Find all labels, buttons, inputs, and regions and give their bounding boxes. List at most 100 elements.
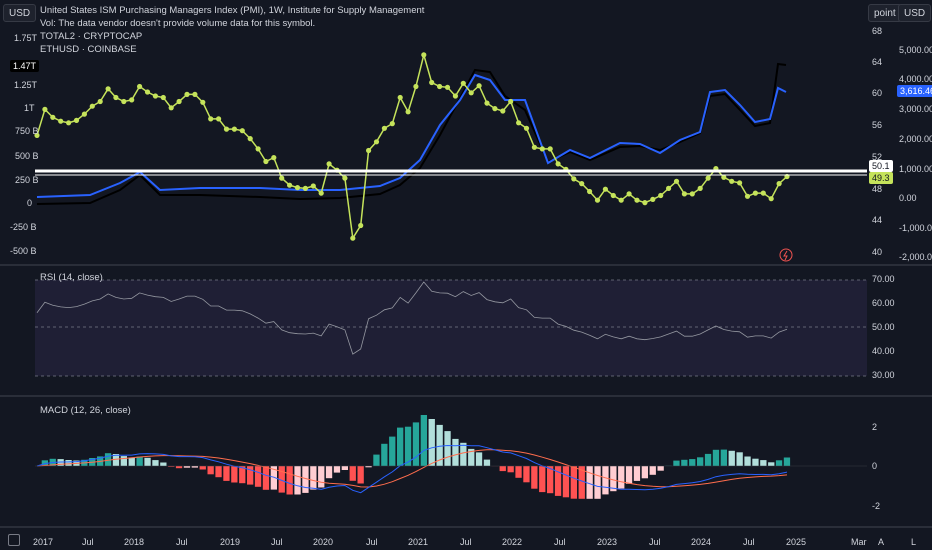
rsi-axis-label: 70.00 bbox=[872, 274, 895, 284]
left-axis-label: 250 B bbox=[15, 175, 39, 185]
macd-histogram-bar bbox=[523, 466, 530, 483]
left-axis-label: 1.75T bbox=[14, 33, 38, 43]
pmi-point bbox=[579, 181, 585, 187]
macd-histogram-bar bbox=[554, 466, 562, 496]
pane-separator-1[interactable] bbox=[0, 264, 932, 266]
macd-histogram-bar bbox=[231, 466, 238, 483]
macd-histogram-bar bbox=[381, 443, 388, 466]
log-scale-button[interactable]: L bbox=[911, 537, 917, 547]
macd-histogram-bar bbox=[736, 452, 743, 466]
macd-histogram-bar bbox=[760, 460, 767, 466]
pmi-point bbox=[444, 84, 451, 90]
pmi-axis-label: 52 bbox=[872, 152, 883, 162]
macd-histogram-bar bbox=[515, 466, 522, 478]
right-currency-button[interactable]: USD bbox=[898, 4, 932, 22]
left-axis-label: 1.25T bbox=[14, 80, 38, 90]
pmi-point bbox=[34, 132, 40, 138]
pmi-point bbox=[484, 100, 490, 106]
macd-histogram-bar bbox=[223, 466, 230, 481]
macd-histogram-bar bbox=[499, 466, 506, 472]
macd-histogram-bar bbox=[128, 457, 135, 466]
time-label: Mar bbox=[851, 537, 867, 547]
time-label: 2018 bbox=[124, 537, 145, 547]
pmi-point bbox=[350, 235, 356, 241]
time-label: Jul bbox=[649, 537, 661, 547]
macd-histogram-bar bbox=[120, 456, 127, 466]
time-label: 2022 bbox=[502, 537, 523, 547]
macd-histogram-bar bbox=[286, 466, 293, 495]
macd-histogram-bar bbox=[325, 466, 333, 479]
pmi-point bbox=[97, 98, 103, 105]
macd-histogram-bar bbox=[436, 424, 443, 466]
pmi-point bbox=[776, 181, 782, 187]
macd-histogram-bar bbox=[270, 466, 277, 490]
macd-histogram-bar bbox=[318, 466, 325, 488]
pmi-point bbox=[152, 93, 158, 99]
pmi-point bbox=[216, 116, 222, 122]
pmi-point bbox=[231, 126, 237, 132]
macd-histogram-bar bbox=[720, 449, 727, 466]
left-axis-label: 750 B bbox=[15, 126, 39, 136]
pmi-point bbox=[121, 98, 127, 105]
pmi-point bbox=[50, 114, 56, 120]
currency-button[interactable]: USD bbox=[3, 4, 37, 22]
pmi-point bbox=[200, 99, 206, 105]
time-label: Jul bbox=[176, 537, 188, 547]
pmi-point bbox=[358, 222, 364, 229]
macd-histogram-bar bbox=[697, 457, 704, 466]
pmi-point bbox=[634, 197, 640, 203]
pmi-point bbox=[397, 94, 403, 101]
pmi-point bbox=[168, 105, 174, 111]
macd-histogram-bar bbox=[689, 459, 696, 466]
macd-axis-label: 0 bbox=[872, 461, 878, 471]
volume-note: Vol: The data vendor doesn't provide vol… bbox=[40, 18, 316, 29]
time-label: 2024 bbox=[691, 537, 712, 547]
macd-histogram-bar bbox=[539, 466, 546, 493]
pmi-point bbox=[413, 83, 419, 90]
macd-label[interactable]: MACD (12, 26, close) bbox=[40, 405, 131, 416]
settings-icon[interactable] bbox=[8, 534, 20, 546]
series-total2-label[interactable]: TOTAL2 · CRYPTOCAP bbox=[40, 31, 143, 42]
macd-histogram-bar bbox=[357, 466, 364, 484]
macd-histogram-bar bbox=[104, 453, 112, 466]
macd-axis-label: -2 bbox=[872, 501, 881, 511]
macd-histogram-bar bbox=[586, 466, 593, 499]
pmi-point bbox=[437, 83, 443, 90]
series-eth-label[interactable]: ETHUSD · COINBASE bbox=[40, 44, 137, 55]
left-axis-label: -500 B bbox=[10, 246, 37, 256]
pmi-axis-label: 44 bbox=[872, 215, 883, 225]
macd-histogram-bar bbox=[704, 453, 712, 466]
eth-axis-label: 1,000.00 bbox=[899, 164, 932, 174]
macd-histogram-bar bbox=[199, 466, 206, 470]
pmi-point bbox=[516, 120, 522, 126]
pmi-point bbox=[681, 191, 688, 197]
total2-line bbox=[36, 62, 787, 205]
macd-histogram-bar bbox=[215, 466, 222, 478]
eth-current-tag: 3,616.46 bbox=[897, 85, 932, 97]
pmi-point bbox=[223, 126, 230, 132]
macd-histogram-bar bbox=[444, 431, 451, 466]
auto-scale-button[interactable]: A bbox=[878, 537, 885, 547]
macd-histogram-bar bbox=[57, 459, 64, 466]
pane-separator-2[interactable] bbox=[0, 395, 932, 397]
macd-histogram-bar bbox=[602, 466, 609, 495]
pmi-point bbox=[176, 98, 182, 105]
macd-histogram-bar bbox=[633, 466, 641, 481]
eth-axis-label: 2,000.00 bbox=[899, 134, 932, 144]
macd-histogram-bar bbox=[752, 458, 759, 466]
pmi-point bbox=[342, 175, 348, 181]
pmi-point bbox=[326, 161, 332, 167]
pmi-point bbox=[247, 136, 253, 142]
pmi-point bbox=[650, 196, 656, 202]
pmi-point bbox=[602, 186, 609, 192]
rsi-label[interactable]: RSI (14, close) bbox=[40, 272, 103, 283]
pmi-point bbox=[452, 93, 458, 99]
macd-histogram-bar bbox=[728, 450, 735, 466]
time-label: Jul bbox=[460, 537, 472, 547]
macd-histogram-bar bbox=[183, 466, 191, 468]
pmi-point bbox=[129, 97, 135, 103]
macd-histogram-bar bbox=[452, 438, 459, 466]
time-label: 2019 bbox=[220, 537, 241, 547]
pmi-point bbox=[42, 106, 48, 112]
